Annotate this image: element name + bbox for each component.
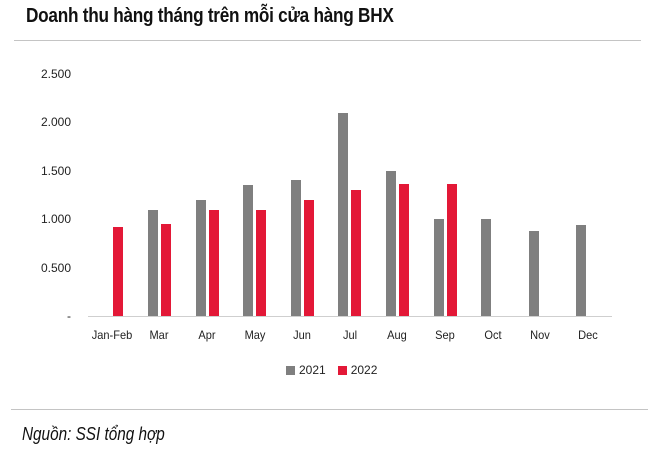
bar-2022-mar (160, 224, 171, 316)
y-tick-label: 1.000 (40, 212, 71, 227)
bar-2021-apr (195, 199, 206, 316)
legend: 2021 2022 (286, 363, 389, 377)
legend-label-2022: 2022 (350, 363, 378, 377)
x-tick-label: Oct (483, 328, 502, 342)
bar-2021-sep (433, 219, 444, 316)
bar-2022-may (256, 209, 267, 316)
bar-2021-jun (290, 180, 301, 316)
legend-item-2022: 2022 (337, 363, 378, 377)
bar-2021-dec (576, 225, 587, 316)
legend-swatch-2021 (286, 365, 295, 375)
y-tick-label: 2.000 (40, 115, 71, 130)
bar-2021-mar (147, 209, 158, 316)
x-tick-label: Jun (293, 328, 312, 342)
source-note: Nguồn: SSI tổng hợp (22, 424, 165, 444)
bar-2021-aug (385, 170, 396, 316)
bar-2021-jul (338, 112, 349, 316)
y-tick-label: 2.500 (40, 67, 71, 81)
x-tick-label: Aug (387, 328, 408, 342)
bar-chart: 2.500 2.000 1.500 1.000 0.500 - Jan-Feb Mar Apr… (40, 67, 612, 377)
bar-2021-may (243, 185, 254, 316)
legend-label-2021: 2021 (299, 363, 326, 377)
bar-2022-sep (446, 184, 457, 316)
x-tick-label: Mar (149, 328, 169, 342)
y-tick-label: 0.500 (40, 260, 71, 275)
bar-2021-nov (528, 230, 539, 316)
y-tick-label: 1.500 (40, 163, 71, 178)
x-tick-label: Dec (577, 328, 598, 342)
x-tick-label: Sep (435, 328, 455, 342)
x-axis-line (88, 316, 612, 317)
x-tick-label: Apr (198, 328, 216, 342)
bar-2022-jan-feb (113, 226, 124, 316)
bar-2022-jun (303, 199, 314, 316)
x-tick-label: Nov (530, 328, 551, 342)
y-tick-label: - (67, 309, 71, 323)
bar-2022-aug (398, 184, 409, 316)
x-tick-label: May (244, 328, 266, 342)
source-divider (11, 409, 648, 410)
bar-2022-apr (208, 209, 219, 316)
legend-item-2021: 2021 (286, 363, 326, 377)
bar-2022-jul (351, 190, 362, 316)
bar-2021-oct (481, 219, 492, 316)
x-tick-label: Jul (342, 328, 357, 342)
chart-title: Doanh thu hàng tháng trên mỗi cửa hàng B… (26, 5, 394, 27)
x-tick-label: Jan-Feb (91, 328, 133, 342)
legend-swatch-2022 (337, 365, 347, 375)
title-divider (14, 40, 641, 41)
